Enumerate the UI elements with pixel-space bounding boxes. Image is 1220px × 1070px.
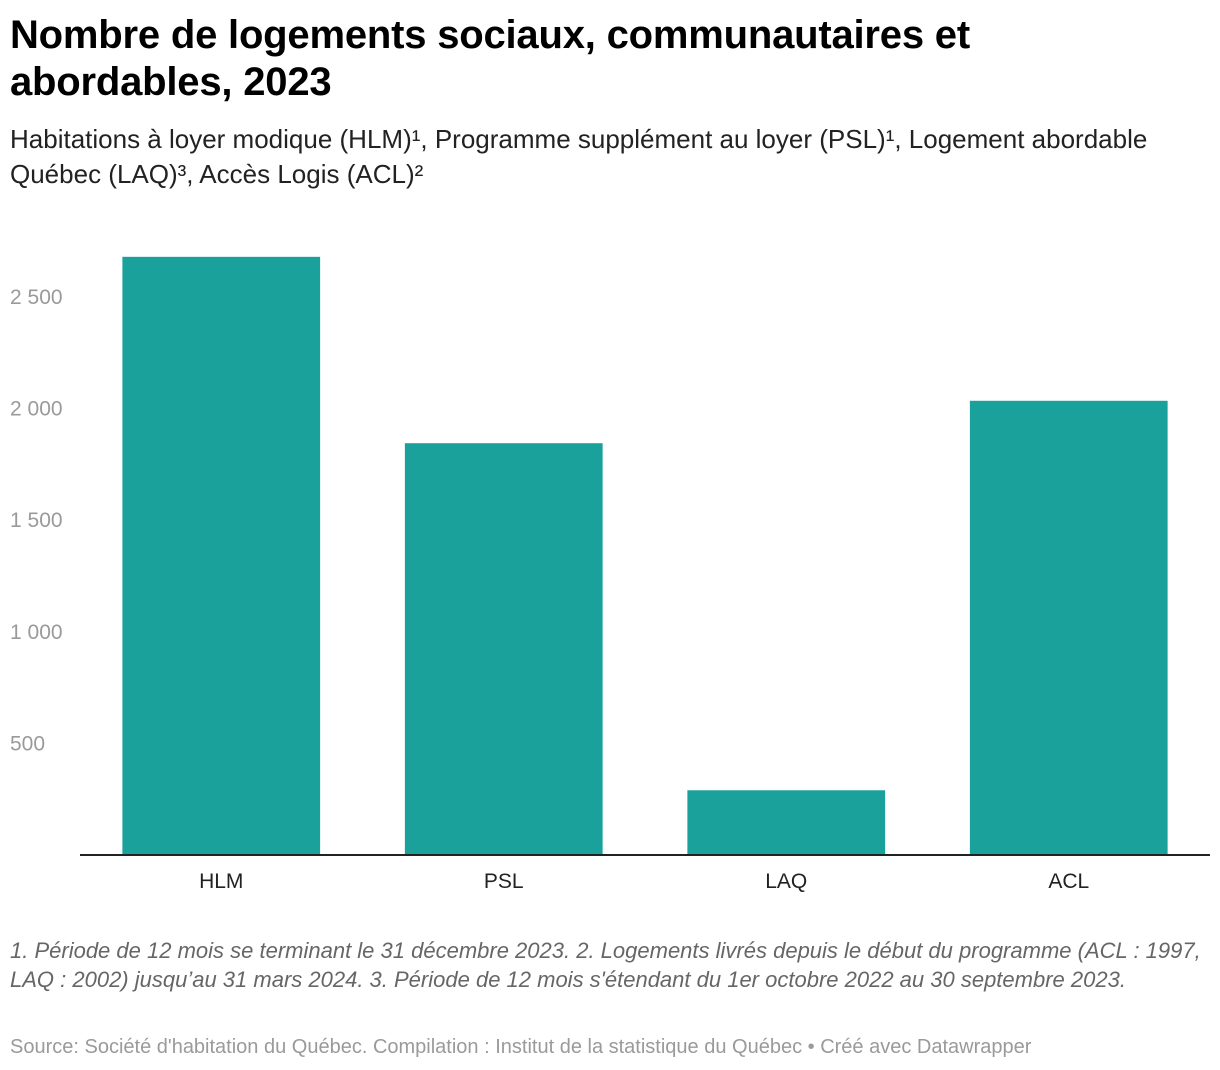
y-tick-label: 2 500 — [10, 286, 63, 309]
x-tick-label: LAQ — [765, 870, 807, 893]
bars — [122, 256, 1168, 856]
chart-source: Source: Société d'habitation du Québec. … — [10, 1036, 1032, 1058]
chart-subtitle: Habitations à loyer modique (HLM)¹, Prog… — [10, 124, 1148, 189]
bar-acl[interactable] — [969, 400, 1168, 855]
y-tick-label: 500 — [10, 732, 45, 755]
chart-notes: 1. Période de 12 mois se terminant le 31… — [10, 938, 1201, 992]
bar-hlm[interactable] — [122, 256, 321, 856]
chart-header: Nombre de logements sociaux, communautai… — [10, 12, 1200, 192]
y-tick-label: 1 000 — [10, 621, 63, 644]
x-axis: HLM PSL LAQ ACL — [199, 870, 1089, 893]
x-tick-label: HLM — [199, 870, 243, 893]
bar-chart: 500 1 000 1 500 2 000 2 500 HLM PSL LAQ ACL — [0, 230, 1220, 910]
x-tick-label: PSL — [484, 870, 524, 893]
y-tick-label: 2 000 — [10, 398, 63, 421]
bar-psl[interactable] — [404, 443, 603, 855]
y-tick-label: 1 500 — [10, 509, 63, 532]
chart-title: Nombre de logements sociaux, communautai… — [10, 13, 970, 104]
bar-laq[interactable] — [687, 790, 886, 855]
x-tick-label: ACL — [1048, 870, 1089, 893]
bar-chart-svg: 500 1 000 1 500 2 000 2 500 HLM PSL LAQ ACL — [10, 256, 1210, 893]
y-axis: 500 1 000 1 500 2 000 2 500 — [10, 286, 63, 755]
